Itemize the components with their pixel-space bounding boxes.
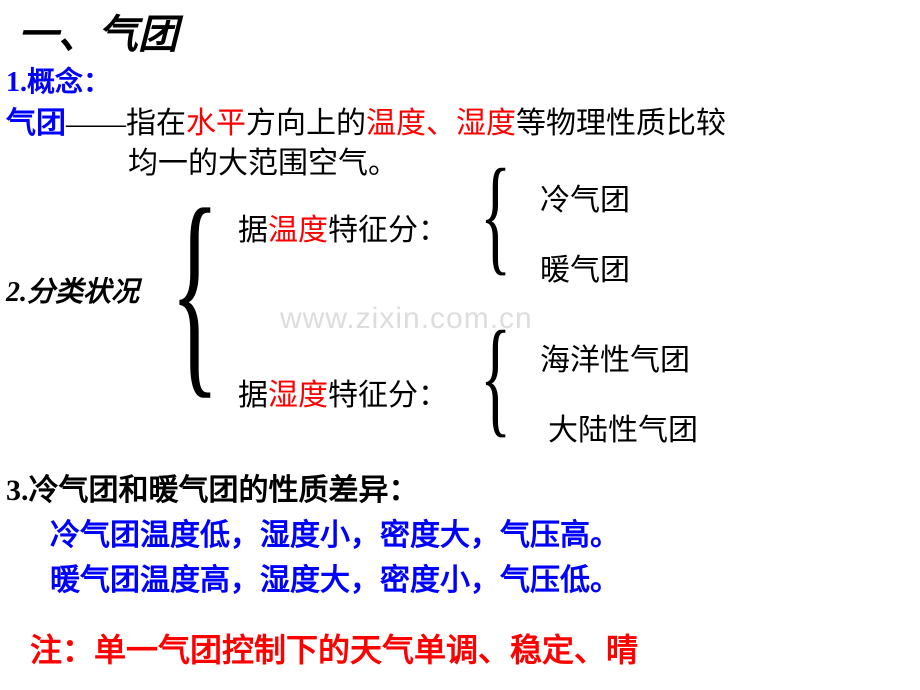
c1-red: 温度	[268, 214, 328, 247]
def-p2: 方向上的	[246, 107, 366, 140]
def-red1: 水平	[186, 107, 246, 140]
cold-properties: 冷气团温度低，湿度小，密度大，气压高。	[50, 510, 620, 554]
note-text: 单一气团控制下的天气单调、稳定、晴	[94, 632, 638, 668]
note-label: 注：	[30, 632, 94, 668]
watermark: www.zixin.com.cn	[280, 302, 533, 336]
c2-pre: 据	[238, 379, 268, 412]
classify-temp: 据温度特征分：	[238, 205, 448, 249]
section1-heading: 1.概念：	[6, 60, 111, 100]
page-title: 一、气团	[18, 2, 178, 60]
c2-red: 湿度	[268, 379, 328, 412]
warm-air-mass: 暖气团	[540, 245, 630, 289]
def-p3: 等物理性质比较	[516, 107, 726, 140]
section2-heading: 2.分类状况	[6, 270, 139, 310]
section3-heading: 3.冷气团和暖气团的性质差异：	[6, 465, 419, 509]
ocean-air-mass: 海洋性气团	[540, 335, 690, 379]
bracket-temp: {	[480, 150, 511, 280]
warm-properties: 暖气团温度高，湿度大，密度小，气压低。	[50, 555, 620, 599]
classify-humidity: 据湿度特征分：	[238, 370, 448, 414]
cold-air-mass: 冷气团	[540, 175, 630, 219]
c2-post: 特征分：	[328, 379, 448, 412]
bracket-main: {	[170, 175, 220, 405]
note-line: 注：单一气团控制下的天气单调、稳定、晴	[30, 625, 638, 671]
term-qituan: 气团	[6, 107, 66, 140]
definition-line2: 均一的大范围空气。	[128, 138, 398, 182]
c1-pre: 据	[238, 214, 268, 247]
c1-post: 特征分：	[328, 214, 448, 247]
dash: ——	[66, 107, 126, 140]
definition-line1: 气团——指在水平方向上的温度、湿度等物理性质比较	[6, 98, 726, 142]
def-red2: 温度、湿度	[366, 107, 516, 140]
def-p1: 指在	[126, 107, 186, 140]
continent-air-mass: 大陆性气团	[548, 405, 698, 449]
